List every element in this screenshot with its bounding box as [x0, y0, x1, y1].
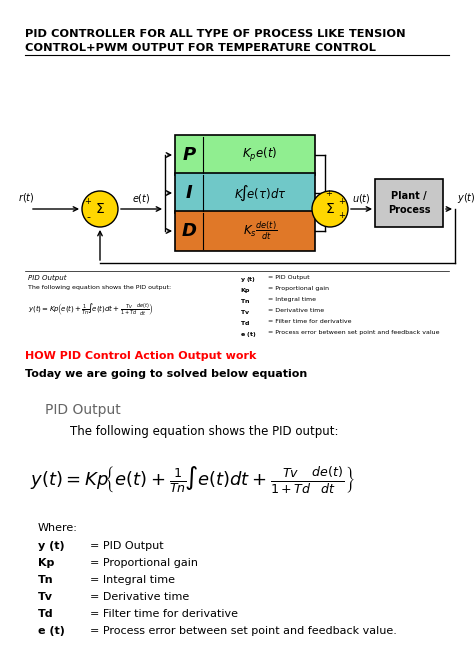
Text: D: D: [182, 222, 197, 240]
Text: I: I: [186, 184, 192, 202]
Text: $e(t)$: $e(t)$: [132, 192, 151, 205]
Text: $y(t)$: $y(t)$: [457, 191, 474, 205]
Text: Plant /
Process: Plant / Process: [388, 191, 430, 215]
Text: $K_pe(t)$: $K_pe(t)$: [242, 146, 278, 164]
Text: P: P: [182, 146, 196, 164]
Text: $\mathbf{y\ (t)}$: $\mathbf{y\ (t)}$: [240, 275, 256, 284]
Text: = Filter time for derivative: = Filter time for derivative: [90, 609, 238, 619]
Text: The following equation shows the PID output:: The following equation shows the PID out…: [70, 425, 338, 438]
Text: $\mathbf{Tn}$: $\mathbf{Tn}$: [240, 297, 250, 305]
Text: = PID Output: = PID Output: [268, 275, 310, 280]
Text: +: +: [338, 211, 346, 221]
Text: $\mathbf{e\ (t)}$: $\mathbf{e\ (t)}$: [240, 330, 256, 339]
Text: = Integral time: = Integral time: [90, 575, 175, 585]
Text: $K_s\frac{de(t)}{dt}$: $K_s\frac{de(t)}{dt}$: [243, 220, 277, 242]
Text: = Process error between set point and feedback value: = Process error between set point and fe…: [268, 330, 439, 335]
Text: = Derivative time: = Derivative time: [90, 592, 189, 602]
FancyBboxPatch shape: [375, 179, 443, 227]
Text: Kp: Kp: [38, 558, 55, 568]
Text: +: +: [84, 197, 91, 207]
Text: -: -: [86, 212, 90, 222]
Text: $K\!\int\! e(\tau)d\tau$: $K\!\int\! e(\tau)d\tau$: [234, 183, 286, 203]
Text: $\mathbf{Tv}$: $\mathbf{Tv}$: [240, 308, 250, 316]
FancyBboxPatch shape: [175, 135, 315, 175]
Text: PID Output: PID Output: [45, 403, 121, 417]
FancyBboxPatch shape: [175, 211, 315, 251]
Text: Tn: Tn: [38, 575, 54, 585]
Text: = Filter time for derivative: = Filter time for derivative: [268, 319, 352, 324]
Text: y (t): y (t): [38, 541, 64, 551]
Text: Where:: Where:: [38, 523, 78, 533]
Text: $\Sigma$: $\Sigma$: [325, 202, 335, 216]
Text: Tv: Tv: [38, 592, 53, 602]
Text: HOW PID Control Action Output work: HOW PID Control Action Output work: [25, 351, 256, 361]
FancyBboxPatch shape: [175, 173, 315, 213]
Text: e (t): e (t): [38, 626, 65, 636]
Text: $u(t)$: $u(t)$: [352, 192, 371, 205]
Circle shape: [82, 191, 118, 227]
Text: = Integral time: = Integral time: [268, 297, 316, 302]
Text: +: +: [338, 197, 346, 207]
Text: The following equation shows the PID output:: The following equation shows the PID out…: [28, 285, 171, 290]
Text: = Derivative time: = Derivative time: [268, 308, 324, 313]
Text: Today we are going to solved below equation: Today we are going to solved below equat…: [25, 369, 307, 379]
Text: = PID Output: = PID Output: [90, 541, 164, 551]
Text: PID Output: PID Output: [28, 275, 66, 281]
Text: +: +: [326, 189, 332, 197]
Text: Td: Td: [38, 609, 54, 619]
Text: $\mathbf{Td}$: $\mathbf{Td}$: [240, 319, 250, 327]
Circle shape: [312, 191, 348, 227]
Text: CONTROL+PWM OUTPUT FOR TEMPERATURE CONTROL: CONTROL+PWM OUTPUT FOR TEMPERATURE CONTR…: [25, 43, 376, 53]
Text: $r(t)$: $r(t)$: [18, 191, 35, 204]
Text: = Proportional gain: = Proportional gain: [268, 286, 329, 291]
Text: $y(t) = Kp\!\left\{e(t) + \frac{1}{Tn}\!\int e(t)dt + \frac{Tv}{1+Td}\frac{de(t): $y(t) = Kp\!\left\{e(t) + \frac{1}{Tn}\!…: [30, 465, 355, 496]
Text: = Process error between set point and feedback value.: = Process error between set point and fe…: [90, 626, 397, 636]
Text: $\Sigma$: $\Sigma$: [95, 202, 105, 216]
Text: $\mathbf{Kp}$: $\mathbf{Kp}$: [240, 286, 251, 295]
Text: PID CONTROLLER FOR ALL TYPE OF PROCESS LIKE TENSION: PID CONTROLLER FOR ALL TYPE OF PROCESS L…: [25, 29, 406, 39]
Text: = Proportional gain: = Proportional gain: [90, 558, 198, 568]
Text: $y(t) = Kp\!\left(e(t) + \frac{1}{Tn}\!\int\! e(t)dt + \frac{Tv}{1+Td}\frac{de(t: $y(t) = Kp\!\left(e(t) + \frac{1}{Tn}\!\…: [28, 301, 154, 317]
